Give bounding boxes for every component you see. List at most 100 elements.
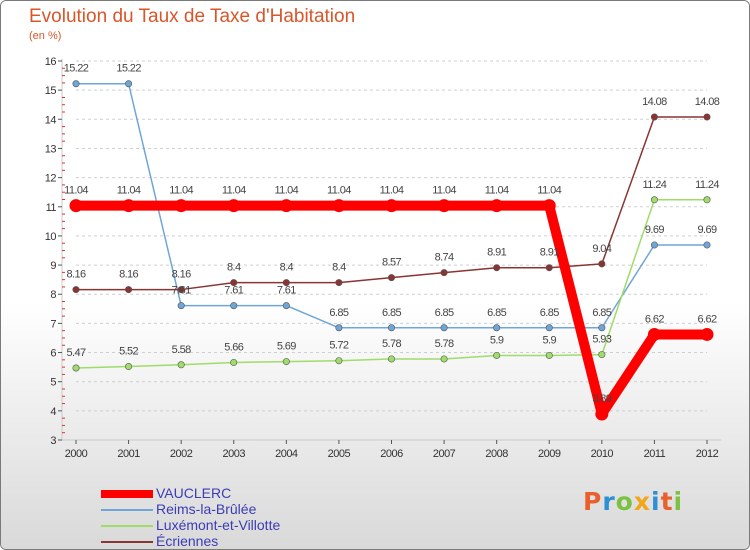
data-point <box>595 407 609 421</box>
data-point <box>177 302 185 310</box>
data-point <box>230 279 238 287</box>
data-point <box>598 351 606 359</box>
logo-letter: t <box>660 487 674 516</box>
data-point <box>230 302 238 310</box>
data-point <box>493 324 501 332</box>
logo-letter: x <box>633 487 651 516</box>
data-point <box>545 324 553 332</box>
x-tick-label: 2008 <box>485 448 508 460</box>
data-label: 11.04 <box>169 185 193 197</box>
data-point <box>703 241 711 249</box>
data-label: 5.78 <box>435 338 454 350</box>
data-label: 11.04 <box>222 185 246 197</box>
data-label: 11.04 <box>537 185 561 197</box>
data-point <box>122 199 136 213</box>
data-point <box>440 324 448 332</box>
logo-letter: i <box>651 487 661 516</box>
data-point <box>542 199 556 213</box>
series-reims-la-br-l-e <box>72 80 711 332</box>
y-tick-label: 8 <box>50 289 56 301</box>
chart-subtitle: (en %) <box>29 30 62 42</box>
data-label: 5.72 <box>329 340 348 352</box>
data-point <box>703 113 711 121</box>
data-label: 5.66 <box>224 341 243 353</box>
data-point <box>437 199 451 213</box>
data-point <box>440 355 448 363</box>
x-tick-label: 2012 <box>696 448 719 460</box>
data-point <box>700 327 714 341</box>
x-tick-label: 2004 <box>275 448 298 460</box>
data-label: 5.93 <box>592 334 611 346</box>
y-tick-label: 5 <box>50 377 56 389</box>
data-point <box>335 357 343 365</box>
x-tick-label: 2006 <box>380 448 403 460</box>
x-tick-label: 2010 <box>591 448 614 460</box>
data-point <box>282 358 290 366</box>
data-point <box>279 199 293 213</box>
data-label: 8.4 <box>332 262 346 274</box>
data-point <box>174 199 188 213</box>
data-label: 8.57 <box>382 257 401 269</box>
y-tick-label: 9 <box>50 260 56 272</box>
data-label: 6.85 <box>382 307 401 319</box>
legend-label: VAUCLERC <box>156 485 232 501</box>
data-label: 9.69 <box>645 224 664 236</box>
data-point <box>230 358 238 366</box>
data-label: 7.61 <box>277 285 296 297</box>
data-label: 6.85 <box>592 307 611 319</box>
y-tick-label: 4 <box>50 406 56 418</box>
data-label: 15.22 <box>64 63 89 75</box>
y-tick-label: 11 <box>46 202 57 214</box>
data-label: 8.4 <box>227 262 241 274</box>
data-point <box>69 199 83 213</box>
data-label: 8.4 <box>280 262 294 274</box>
data-label: 8.91 <box>487 247 506 259</box>
data-point <box>490 199 504 213</box>
x-tick-label: 2000 <box>65 448 88 460</box>
data-point <box>177 286 185 294</box>
data-label: 6.85 <box>540 307 559 319</box>
data-label: 5.52 <box>119 346 138 358</box>
data-label: 11.04 <box>117 185 141 197</box>
x-tick-label: 2003 <box>223 448 246 460</box>
data-label: 8.16 <box>119 269 138 281</box>
data-label: 11.04 <box>327 185 351 197</box>
data-point <box>440 269 448 277</box>
legend-label: Reims-la-Brûlée <box>156 501 257 517</box>
data-point <box>598 324 606 332</box>
x-tick-label: 2002 <box>170 448 193 460</box>
data-point <box>72 364 80 372</box>
data-label: 11.04 <box>274 185 298 197</box>
legend-label: Luxémont-et-Villotte <box>156 517 281 533</box>
data-label: 5.9 <box>490 334 504 346</box>
data-label: 6.62 <box>645 313 664 325</box>
data-label: 11.24 <box>643 179 667 191</box>
y-tick-label: 3 <box>50 435 56 447</box>
data-label: 11.24 <box>695 179 719 191</box>
data-label: 11.04 <box>64 185 88 197</box>
data-point <box>335 279 343 287</box>
data-point <box>125 363 133 371</box>
y-tick-label: 16 <box>45 56 57 68</box>
data-label: 9.04 <box>592 243 611 255</box>
data-label: 6.85 <box>487 307 506 319</box>
data-point <box>650 196 658 204</box>
data-point <box>72 80 80 88</box>
data-point <box>493 264 501 272</box>
data-point <box>650 113 658 121</box>
chart-title: Evolution du Taux de Taxe d'Habitation <box>29 6 356 27</box>
data-label: 8.91 <box>540 247 559 259</box>
y-tick-label: 12 <box>45 173 57 185</box>
legend-swatch <box>101 509 153 511</box>
data-point <box>125 286 133 294</box>
data-label: 11.04 <box>432 185 456 197</box>
data-label: 7.61 <box>224 285 243 297</box>
x-tick-label: 2001 <box>117 448 140 460</box>
data-point <box>387 274 395 282</box>
data-point <box>545 264 553 272</box>
data-label: 6.62 <box>697 313 716 325</box>
legend-swatch <box>101 525 153 527</box>
data-label: 5.47 <box>66 347 85 359</box>
logo-letter: r <box>602 487 616 516</box>
